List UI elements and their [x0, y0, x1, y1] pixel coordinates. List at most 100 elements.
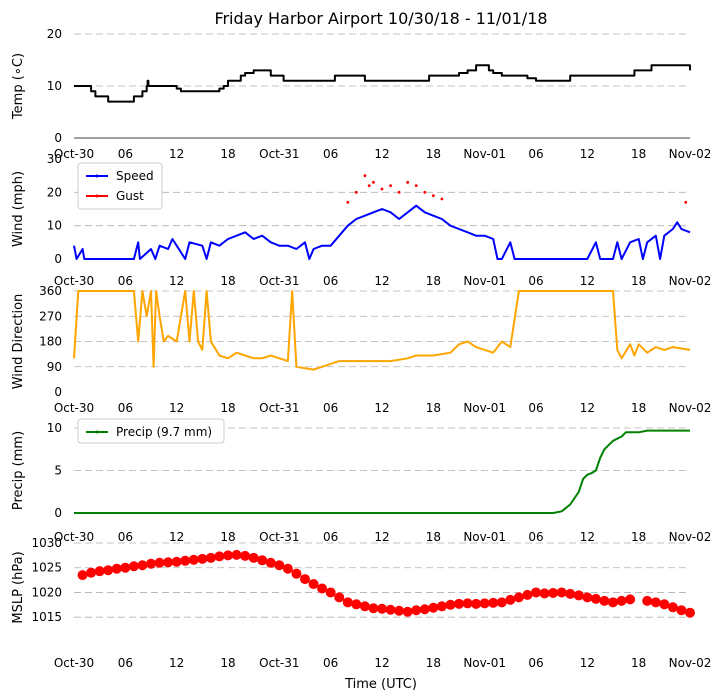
precip-x-tick-label: 12	[580, 530, 595, 544]
mslp-data-point	[351, 599, 362, 610]
x-axis-label: Time (UTC)	[344, 677, 417, 692]
mslp-x-tick-label: 06	[323, 656, 338, 670]
temp-x-tick-label: 06	[528, 147, 543, 161]
gust-data-point	[389, 184, 392, 188]
mslp-x-tick-label: Oct-30	[54, 656, 94, 670]
mslp-data-point	[359, 601, 370, 612]
mslp-data-point	[522, 589, 533, 600]
mslp-data-point	[282, 563, 293, 574]
mslp-data-point	[111, 563, 122, 574]
precip-legend-box	[77, 418, 225, 444]
precip-x-tick-label: 06	[118, 530, 133, 544]
temp-x-tick-label: Oct-31	[259, 147, 299, 161]
wind-x-tick-label: Nov-02	[669, 274, 712, 288]
mslp-data-point	[128, 561, 139, 572]
precip-x-tick-label: 18	[220, 530, 235, 544]
temp-x-tick-label: 12	[374, 147, 389, 161]
temp-x-tick-label: Nov-02	[669, 147, 712, 161]
direction-x-tick-label: 06	[323, 401, 338, 415]
precip-x-tick-label: 06	[323, 530, 338, 544]
mslp-x-tick-label: 12	[374, 656, 389, 670]
mslp-x-tick-label: 18	[631, 656, 646, 670]
mslp-x-tick-label: 06	[118, 656, 133, 670]
temp-x-tick-label: 18	[220, 147, 235, 161]
direction-y-tick-label: 90	[47, 360, 62, 374]
mslp-data-point	[616, 595, 627, 606]
mslp-data-point	[608, 597, 618, 608]
mslp-data-point	[539, 588, 550, 599]
gust-data-point	[380, 187, 384, 191]
mslp-data-point	[334, 592, 345, 603]
mslp-data-point	[419, 604, 430, 615]
mslp-x-tick-label: 18	[220, 656, 235, 670]
direction-x-tick-label: 12	[169, 401, 184, 415]
wind-legend-label: Speed	[116, 169, 154, 183]
gust-data-point	[346, 200, 350, 204]
precip-y-axis-label: Precip (mm)	[11, 431, 26, 510]
wind-y-tick-label: 0	[54, 252, 62, 266]
mslp-data-point	[180, 555, 191, 566]
precip-x-tick-label: 12	[169, 530, 184, 544]
mslp-data-point	[231, 549, 242, 560]
gust-data-point	[440, 197, 444, 201]
direction-x-tick-label: 12	[374, 401, 389, 415]
mslp-x-tick-label: Nov-01	[463, 656, 506, 670]
mslp-data-point	[197, 553, 208, 564]
mslp-data-point	[454, 598, 464, 609]
direction-x-tick-label: 06	[528, 401, 543, 415]
mslp-data-point	[223, 550, 233, 561]
mslp-data-point	[667, 602, 678, 613]
wind-series-line	[73, 204, 691, 260]
gust-data-point	[684, 200, 688, 204]
mslp-data-point	[436, 601, 447, 612]
gust-data-point	[367, 184, 371, 188]
wind-x-tick-label: 18	[426, 274, 441, 288]
precip-y-tick-label: 0	[54, 506, 62, 520]
mslp-data-point	[488, 597, 499, 608]
direction-x-tick-label: 18	[631, 401, 646, 415]
mslp-data-point	[300, 574, 310, 585]
mslp-data-point	[394, 605, 405, 616]
wind-y-tick-label: 20	[47, 185, 62, 199]
precip-legend-marker	[95, 430, 99, 434]
mslp-x-tick-label: Oct-31	[259, 656, 299, 670]
gust-data-point	[406, 180, 410, 184]
mslp-data-point	[248, 552, 259, 563]
precip-x-tick-label: 18	[426, 530, 441, 544]
panel-wind: 0 10 20 30 Wind (mph) Oct-30 06 12 18 Oct-31 06 12 1…	[11, 152, 711, 288]
direction-x-tick-label: Oct-31	[259, 401, 299, 415]
mslp-data-point	[86, 567, 97, 578]
mslp-x-tick-label: 12	[580, 656, 595, 670]
mslp-y-tick-label: 1015	[31, 610, 62, 624]
precip-y-tick-label: 5	[54, 464, 62, 478]
wind-x-tick-label: 18	[220, 274, 235, 288]
temp-x-tick-label: 12	[580, 147, 595, 161]
temp-x-tick-label: 12	[169, 147, 184, 161]
mslp-data-point	[103, 565, 114, 576]
direction-x-tick-label: Nov-01	[463, 401, 506, 415]
mslp-data-point	[513, 592, 524, 603]
temp-y-tick-label: 20	[47, 27, 62, 41]
mslp-data-point	[411, 605, 422, 616]
precip-y-tick-label: 10	[47, 421, 62, 435]
precip-x-tick-label: Nov-02	[669, 530, 712, 544]
panel-temp: 0 10 20 Temp (∘C) Oct-30 06 12 18 Oct-31 06 12 18 No…	[11, 27, 711, 161]
panel-direction: 0 90 180 270 360 Wind Direction Oct-30 06 12 18 Oc…	[11, 284, 711, 415]
temp-series-line	[74, 64, 691, 103]
mslp-data-point	[471, 598, 482, 609]
mslp-x-tick-label: 06	[528, 656, 543, 670]
precip-x-tick-label: 18	[631, 530, 646, 544]
wind-x-tick-label: 18	[631, 274, 646, 288]
mslp-data-point	[556, 587, 567, 598]
wind-legend-marker	[95, 174, 99, 178]
mslp-data-point	[154, 557, 165, 568]
direction-y-tick-label: 180	[39, 335, 62, 349]
mslp-data-point	[171, 556, 182, 567]
mslp-data-point	[445, 599, 456, 610]
wind-x-tick-label: 12	[374, 274, 389, 288]
mslp-data-point	[146, 558, 156, 569]
temp-x-tick-label: 06	[118, 147, 133, 161]
mslp-y-axis-label: MSLP (hPa)	[11, 551, 26, 623]
